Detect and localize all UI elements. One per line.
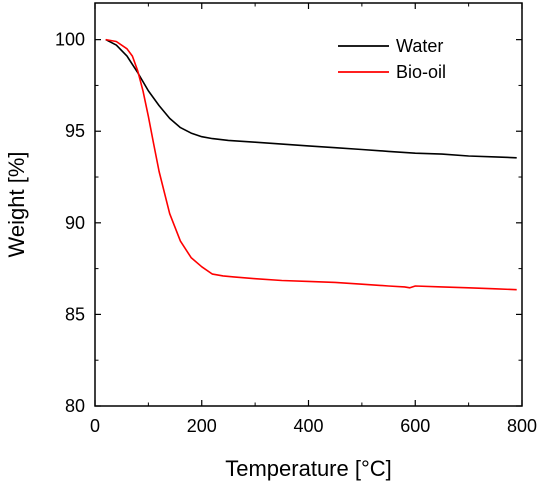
series-line-bio-oil: [105, 38, 517, 291]
legend-label: Water: [396, 36, 443, 56]
y-tick-label: 100: [55, 30, 85, 50]
y-tick-label: 85: [65, 304, 85, 324]
y-tick-label: 80: [65, 396, 85, 416]
x-axis-title: Temperature [°C]: [225, 456, 392, 481]
x-tick-label: 400: [293, 416, 323, 436]
axis-ticks: 0 200 400 600 800 80 85 90 95 100: [55, 3, 537, 436]
series-line-water: [105, 38, 517, 159]
legend-label: Bio-oil: [396, 62, 446, 82]
x-tick-label: 0: [90, 416, 100, 436]
y-tick-label: 90: [65, 213, 85, 233]
plot-frame: [94, 2, 523, 407]
y-axis-title: Weight [%]: [4, 152, 29, 258]
y-tick-label: 95: [65, 121, 85, 141]
legend: Water Bio-oil: [338, 36, 446, 82]
data-series: [105, 38, 517, 291]
x-tick-label: 800: [507, 416, 537, 436]
x-tick-label: 200: [187, 416, 217, 436]
x-tick-label: 600: [400, 416, 430, 436]
